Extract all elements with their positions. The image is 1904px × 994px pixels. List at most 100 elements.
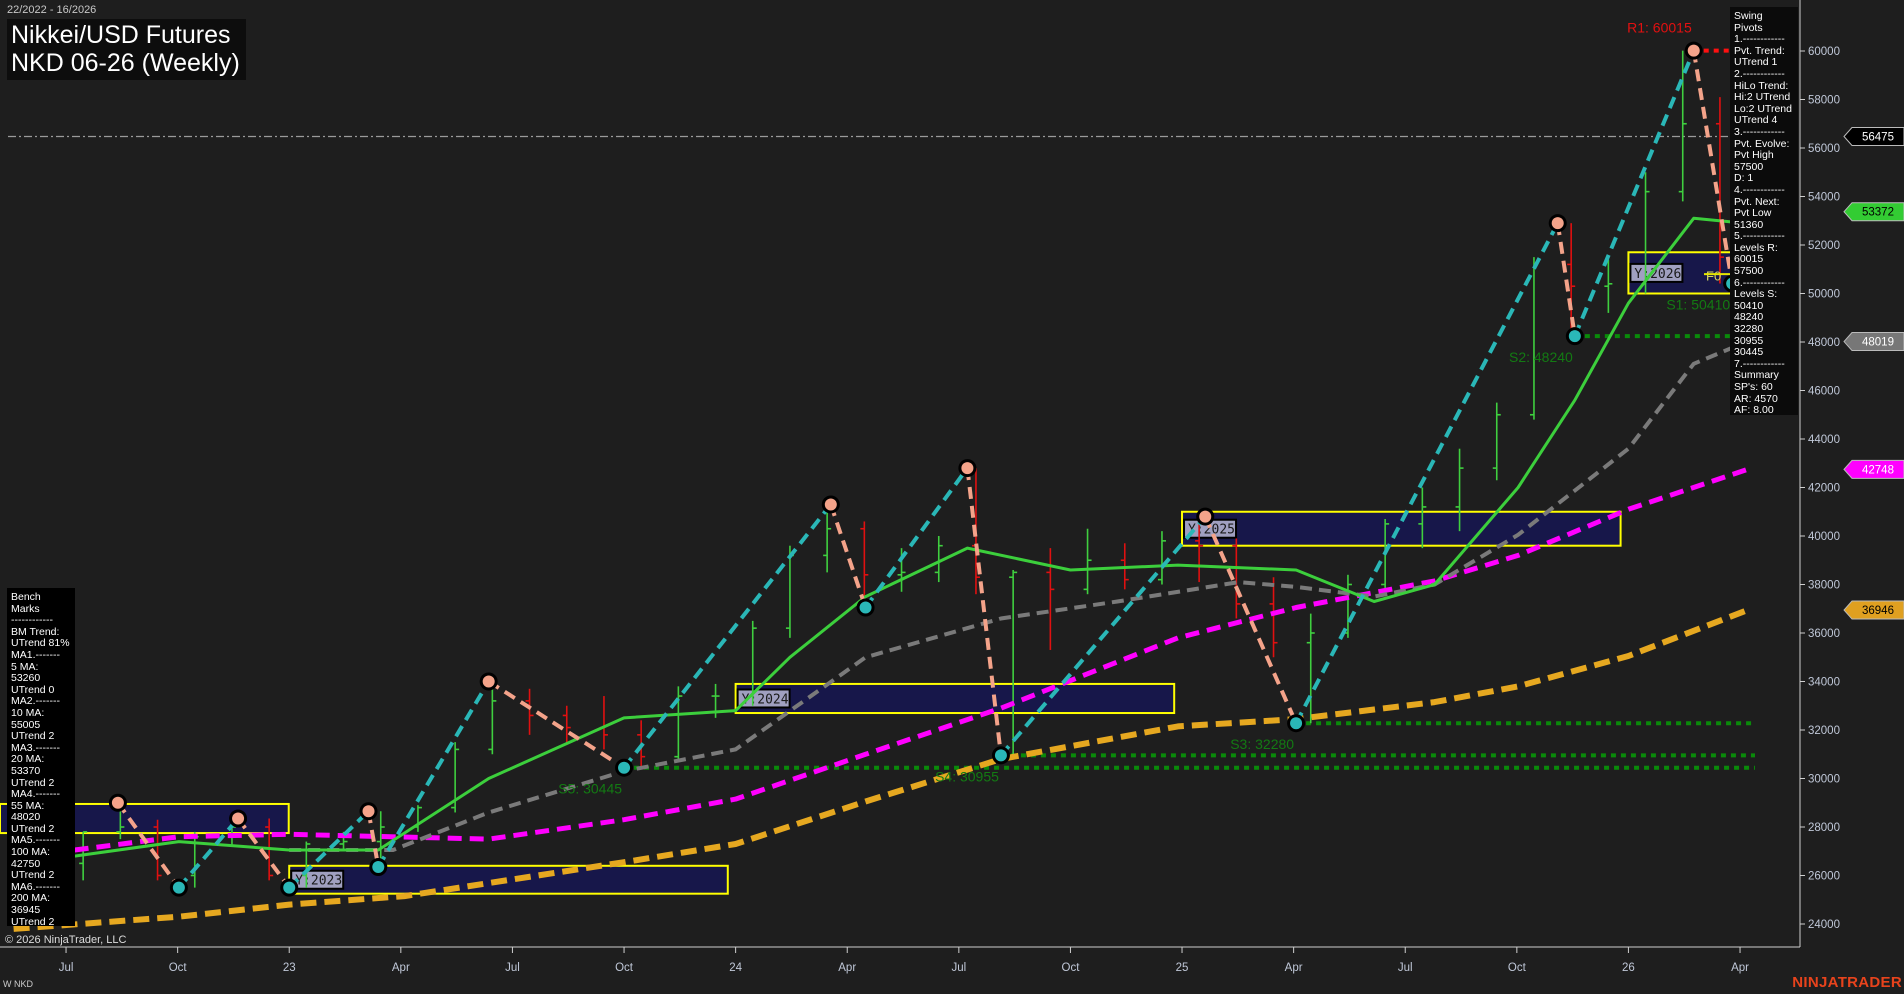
price-flag: [1843, 202, 1904, 222]
title-line-2: NKD 06-26 (Weekly): [11, 49, 240, 77]
price-flag: [1843, 126, 1904, 146]
panel-line: 42750: [11, 857, 41, 870]
panel-line: Bench Marks: [11, 591, 41, 615]
pivot-high-marker: [961, 462, 974, 475]
price-tick-label: 34000: [1808, 677, 1840, 689]
year-box-label: Y:2024: [742, 692, 789, 707]
time-tick-label: 24: [729, 962, 742, 974]
panel-line: MA2.-------: [11, 695, 60, 708]
swing-line: [828, 503, 868, 609]
swing-line: [1294, 222, 1560, 725]
panel-line: UTrend 1: [1734, 56, 1778, 69]
panel-line: 55 MA:: [11, 799, 45, 812]
f0-label: F0: [1706, 269, 1721, 284]
panel-line: 30445: [1734, 346, 1764, 359]
swing-pivots-panel: Swing Pivots 1.------------ Pvt. Trend: UTr…: [1730, 7, 1798, 416]
price-flag: [1843, 600, 1904, 620]
time-tick-label: 25: [1176, 962, 1189, 974]
panel-line: 55005: [11, 718, 41, 731]
pivot-high-marker: [362, 805, 375, 818]
time-tick-label: Jul: [505, 962, 520, 974]
panel-line: 51360: [1734, 218, 1764, 231]
price-flag-label: 42748: [1862, 464, 1894, 476]
panel-line: Levels S:: [1734, 288, 1778, 301]
pivot-high-marker: [824, 498, 837, 511]
panel-line: 1.------------: [1734, 33, 1785, 46]
panel-line: 32280: [1734, 323, 1764, 336]
panel-line: 6.------------: [1734, 276, 1785, 289]
level-label: S5: 30445: [558, 781, 622, 797]
time-tick-label: Apr: [1731, 962, 1749, 974]
moving-average-ma20: [74, 210, 1749, 858]
panel-line: UTrend 2: [11, 915, 55, 928]
panel-line: UTrend 2: [11, 776, 55, 789]
instrument-label: W NKD: [3, 979, 33, 989]
time-tick-label: Jul: [951, 962, 966, 974]
panel-line: 200 MA:: [11, 892, 51, 905]
swing-line: [366, 810, 381, 868]
panel-line: 2.------------: [1734, 67, 1785, 80]
panel-line: MA1.-------: [11, 648, 60, 661]
panel-line: MA4.-------: [11, 788, 60, 801]
swing-line: [177, 817, 240, 889]
pivot-high-marker: [111, 796, 124, 809]
time-tick-label: Oct: [169, 962, 188, 974]
price-flag: [1843, 332, 1904, 352]
price-tick-label: 54000: [1808, 192, 1840, 204]
panel-line: 60015: [1734, 253, 1764, 266]
pivot-low-marker: [994, 749, 1007, 762]
level-label: S1: 50410: [1666, 297, 1730, 313]
moving-average-ma100: [74, 467, 1749, 853]
moving-average-ma55: [289, 339, 1749, 852]
panel-line: 10 MA:: [11, 706, 45, 719]
pivot-high-marker: [1687, 44, 1700, 57]
price-tick-label: 46000: [1808, 386, 1840, 398]
price-tick-label: 32000: [1808, 725, 1840, 737]
panel-line: 4.------------: [1734, 183, 1785, 196]
ninjatrader-logo: NINJATRADER: [1792, 974, 1902, 991]
swing-line: [1691, 50, 1735, 284]
level-label: S2: 48240: [1509, 349, 1573, 365]
chart-title: Nikkei/USD Futures NKD 06-26 (Weekly): [7, 19, 246, 80]
level-label: S3: 32280: [1230, 736, 1294, 752]
panel-line: 53260: [11, 672, 41, 685]
swing-line: [1572, 49, 1696, 337]
pivot-low-marker: [1568, 330, 1581, 343]
panel-line: 57500: [1734, 160, 1764, 173]
panel-line: Pvt. Trend:: [1734, 44, 1785, 57]
moving-averages: [13, 210, 1749, 932]
panel-line: 36945: [11, 904, 41, 917]
year-box-label: Y:2023: [295, 874, 342, 889]
panel-line: Hi:2 UTrend: [1734, 91, 1791, 104]
panel-line: HiLo Trend:: [1734, 79, 1789, 92]
price-tick-label: 48000: [1808, 337, 1840, 349]
price-tick-label: 52000: [1808, 240, 1840, 252]
price-tick-label: 28000: [1808, 822, 1840, 834]
price-tick-label: 42000: [1808, 483, 1840, 495]
price-tick-label: 26000: [1808, 871, 1840, 883]
pivot-high-marker: [482, 675, 495, 688]
panel-line: Pvt High: [1734, 149, 1774, 162]
price-tick-label: 24000: [1808, 919, 1840, 931]
pivot-high-marker: [1551, 217, 1564, 230]
swing-lines: [116, 49, 1750, 890]
swing-line: [236, 817, 291, 889]
panel-line: 57500: [1734, 265, 1764, 278]
swing-line: [863, 466, 970, 609]
time-tick-label: 23: [283, 962, 296, 974]
pivot-high-marker: [232, 812, 245, 825]
swing-line: [622, 503, 833, 769]
panel-line: 5 MA:: [11, 660, 39, 673]
time-tick-label: Apr: [392, 962, 410, 974]
panel-line: MA5.-------: [11, 834, 60, 847]
support-resistance-levels: [8, 48, 1800, 770]
swing-line: [487, 679, 626, 770]
pivot-low-marker: [172, 881, 185, 894]
price-tick-label: 44000: [1808, 434, 1840, 446]
panel-line: UTrend 4: [1734, 114, 1778, 127]
price-flag-label: 53372: [1862, 207, 1894, 219]
panel-line: MA3.-------: [11, 741, 60, 754]
year-box: [288, 864, 729, 895]
price-tick-label: 30000: [1808, 774, 1840, 786]
